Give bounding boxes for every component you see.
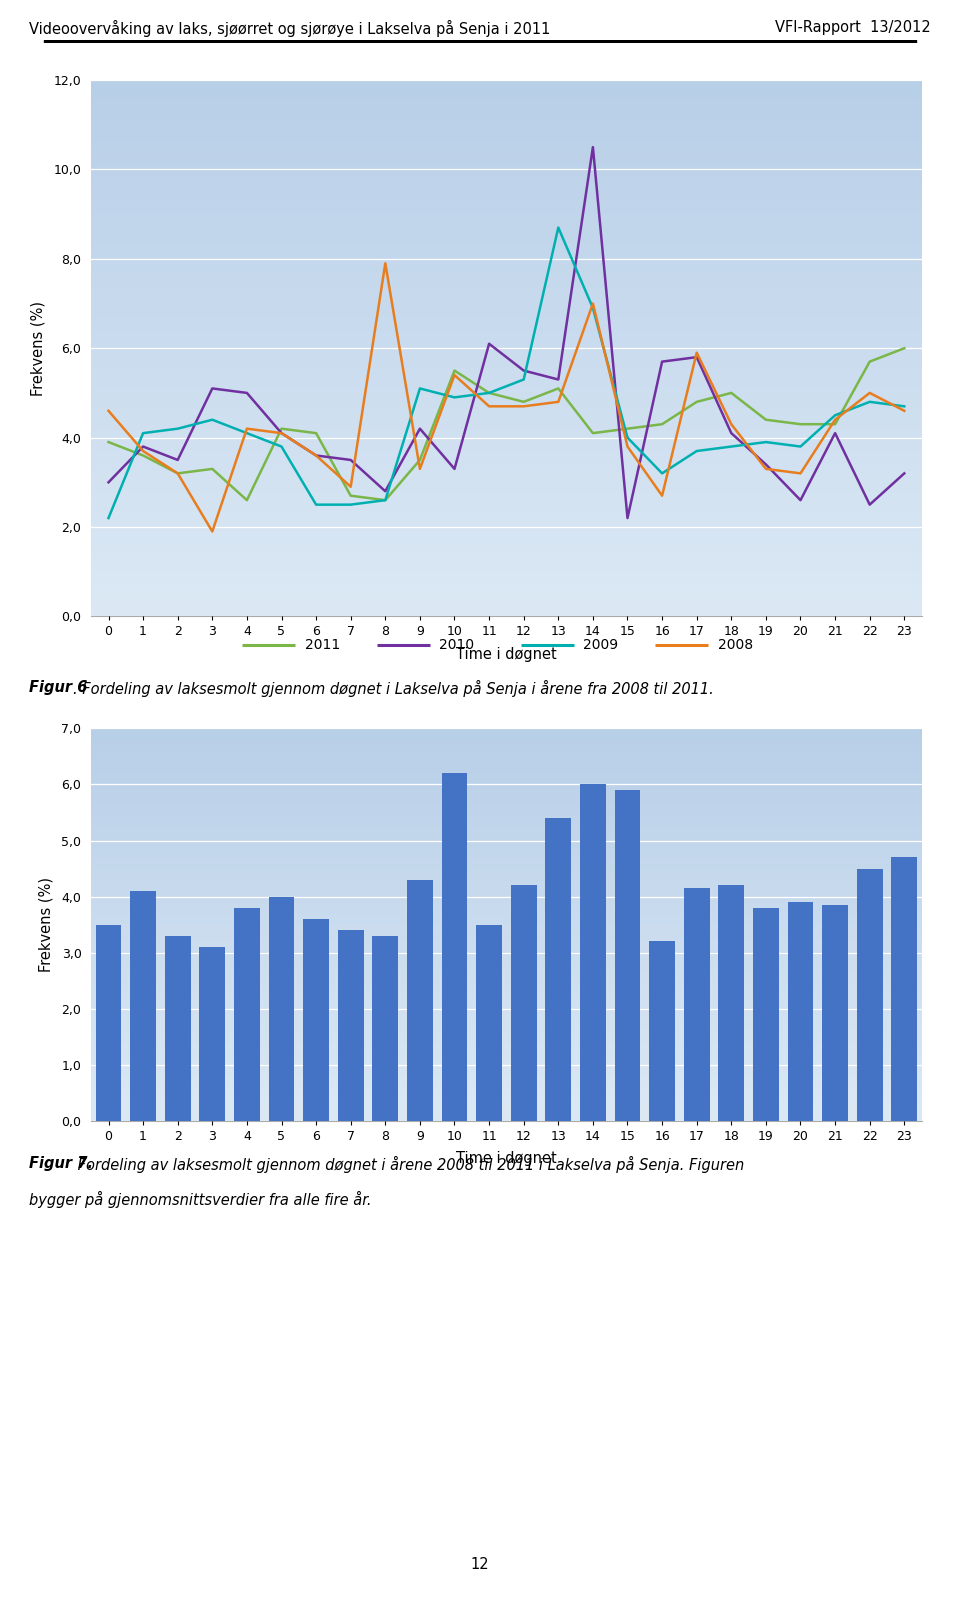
Text: . Fordeling av laksesmolt gjennom døgnet i Lakselva på Senja i årene fra 2008 ti: . Fordeling av laksesmolt gjennom døgnet… — [73, 680, 713, 698]
Bar — [753, 908, 779, 1121]
Text: 2008: 2008 — [717, 639, 753, 652]
Bar — [891, 858, 917, 1121]
Text: 2009: 2009 — [583, 639, 618, 652]
Text: VFI-Rapport  13/2012: VFI-Rapport 13/2012 — [776, 19, 931, 35]
Text: 2010: 2010 — [440, 639, 474, 652]
Bar — [580, 784, 606, 1121]
Bar — [303, 919, 329, 1121]
Bar — [718, 885, 744, 1121]
Bar — [269, 897, 295, 1121]
Text: Figur 7.: Figur 7. — [29, 1156, 93, 1170]
Bar — [96, 925, 122, 1121]
X-axis label: Time i døgnet: Time i døgnet — [456, 1151, 557, 1166]
Text: 2011: 2011 — [305, 639, 340, 652]
Bar — [372, 935, 398, 1121]
Bar — [614, 791, 640, 1121]
Bar — [822, 905, 848, 1121]
Bar — [856, 868, 882, 1121]
Bar — [131, 890, 156, 1121]
Bar — [200, 948, 226, 1121]
Bar — [442, 773, 468, 1121]
Text: Videoovervåking av laks, sjøørret og sjørøye i Lakselva på Senja i 2011: Videoovervåking av laks, sjøørret og sjø… — [29, 19, 550, 37]
X-axis label: Time i døgnet: Time i døgnet — [456, 647, 557, 661]
Bar — [684, 889, 709, 1121]
Bar — [545, 818, 571, 1121]
Bar — [649, 941, 675, 1121]
Bar — [407, 881, 433, 1121]
Bar — [234, 908, 260, 1121]
Text: 12: 12 — [470, 1558, 490, 1572]
Bar — [511, 885, 537, 1121]
Text: Figur 6: Figur 6 — [29, 680, 87, 695]
Bar — [787, 903, 813, 1121]
Bar — [338, 930, 364, 1121]
Y-axis label: Frekvens (%): Frekvens (%) — [31, 301, 45, 395]
Y-axis label: Frekvens (%): Frekvens (%) — [38, 877, 53, 972]
Text: Fordeling av laksesmolt gjennom døgnet i årene 2008 til 2011 i Lakselva på Senja: Fordeling av laksesmolt gjennom døgnet i… — [73, 1156, 744, 1174]
Bar — [476, 925, 502, 1121]
Text: bygger på gjennomsnittsverdier fra alle fire år.: bygger på gjennomsnittsverdier fra alle … — [29, 1191, 372, 1209]
Bar — [165, 935, 191, 1121]
